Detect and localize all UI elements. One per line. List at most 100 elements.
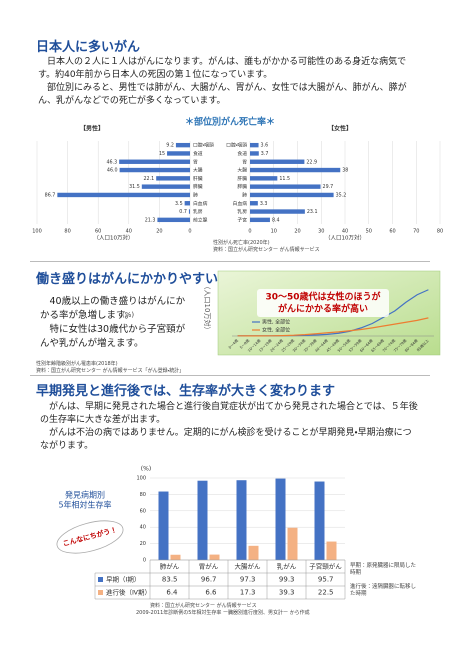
bar <box>188 209 190 214</box>
category-label: 肺 <box>193 192 198 198</box>
category-label: 子宮 <box>237 216 247 223</box>
value-label: 9.2 <box>166 143 174 149</box>
category-label: 肺がん <box>160 562 180 571</box>
bar <box>119 159 190 164</box>
annotation: がんにかかる率が高い <box>278 303 368 315</box>
note: 性別がん死亡率(2020年) <box>213 240 270 246</box>
side-label: 5年相対生存率 <box>58 500 111 510</box>
paragraph: がんは、早期に発見された場合と進行後自覚症状が出てから発見された場合とでは、５年… <box>40 402 418 425</box>
x-tick-label: 80 <box>64 229 70 235</box>
separator <box>30 375 430 376</box>
category-label: 前立腺 <box>193 216 208 223</box>
bar <box>314 481 325 560</box>
value-label: 46.3 <box>106 159 117 165</box>
stray-label: (%) <box>122 311 135 319</box>
value-label: 22.1 <box>143 176 154 182</box>
table-value: 17.3 <box>240 589 256 597</box>
table-value: 96.7 <box>201 576 217 584</box>
category-label: 胃 <box>242 159 247 165</box>
y-tick-label: 60 <box>140 508 146 514</box>
category-label: 口腔・咽頭 <box>226 142 247 149</box>
bar <box>158 491 169 560</box>
bar <box>236 480 247 560</box>
paragraph: 40歳以上の働き盛りはがんにかかる率が急増します。 <box>40 296 186 321</box>
x-axis-label: （人口10万対） <box>325 234 365 242</box>
x-tick-label: 30 <box>318 229 324 235</box>
value-label: 38 <box>342 168 348 174</box>
y-tick-label: 80 <box>140 492 146 498</box>
value-label: 46.0 <box>107 168 118 174</box>
section-title: 日本人に多いがん <box>36 40 141 55</box>
bar <box>157 217 190 223</box>
x-tick-label: 20 <box>156 229 162 235</box>
category-label: 胃がん <box>199 562 219 571</box>
bar <box>250 217 270 223</box>
category-label: 胃 <box>193 159 198 165</box>
value-label: 3.7 <box>261 151 269 157</box>
note: 資料：国立がん研究センター がん情報サービス「がん登録・統計」 <box>36 368 185 374</box>
y-axis-label: (%) <box>141 466 151 473</box>
chart-label: 【女性】 <box>328 125 352 133</box>
category-label: 白血病 <box>193 200 208 207</box>
bar <box>287 527 298 560</box>
bar <box>250 142 259 148</box>
bar <box>170 554 181 560</box>
bar <box>184 201 190 206</box>
bar <box>248 545 259 560</box>
x-tick-label: 10 <box>271 229 277 235</box>
annotation-box <box>257 289 389 317</box>
value-label: 15 <box>159 151 165 157</box>
value-label: 29.7 <box>323 184 334 190</box>
y-tick-label: 100 <box>136 476 146 482</box>
section-title: 早期発見と進行後では、生存率が大きく変わります <box>36 384 336 399</box>
note: 資料：国立がん研究センター がん情報サービス <box>150 603 257 609</box>
legend-swatch <box>98 590 103 595</box>
category-label: 肺 <box>242 192 247 198</box>
bar <box>250 176 278 181</box>
x-tick-label: 20 <box>294 229 300 235</box>
note: 2009-2011年診断例の5年相対生存率 ー臓器別進行度別、男女計ー から作成 <box>136 610 310 616</box>
bar <box>197 480 208 560</box>
chart-title: ＊部位別がん死亡率＊ <box>185 116 275 128</box>
x-axis-label: （人口10万対） <box>94 234 134 242</box>
category-label: 食道 <box>193 150 203 157</box>
x-tick-label: 50 <box>366 229 372 235</box>
bar <box>250 201 258 206</box>
value-label: 22.9 <box>306 159 317 165</box>
value-label: 3.5 <box>175 201 183 207</box>
table-value: 39.3 <box>279 589 295 597</box>
category-label: 白血病 <box>233 200 248 207</box>
annotation: 30～50歳代は女性のほうが <box>265 291 381 303</box>
category-label: 乳がん <box>277 562 297 571</box>
bar <box>250 184 321 189</box>
y-tick-label: 40 <box>140 525 146 531</box>
category-label: 口腔・咽頭 <box>193 142 214 149</box>
x-tick-label: 60 <box>95 229 101 235</box>
category-label: 子宮頸がん <box>309 562 342 571</box>
bar <box>250 167 341 173</box>
definition: 早期：原発臓器に限局した時期 <box>350 563 417 576</box>
value-label: 8.4 <box>272 217 280 223</box>
bar <box>250 192 334 198</box>
category-label: 肝臓 <box>237 175 247 182</box>
paragraph: 特に女性は30歳代から子宮頸がんや乳がんが増えます。 <box>40 324 186 349</box>
value-label: 21.3 <box>145 217 156 223</box>
bar <box>156 176 190 181</box>
x-tick-label: 60 <box>389 229 395 235</box>
value-label: 3.6 <box>261 143 269 149</box>
section-title: 働き盛りはがんにかかりやすい <box>36 272 219 287</box>
bar <box>175 142 190 148</box>
bar <box>141 184 190 189</box>
legend-swatch <box>98 577 103 582</box>
table-value: 6.4 <box>166 589 178 597</box>
value-label: 35.2 <box>336 192 347 198</box>
y-tick-label: 20 <box>140 541 146 547</box>
legend-label: 進行後（Ⅳ期） <box>106 588 151 597</box>
table-value: 95.7 <box>318 576 334 584</box>
value-label: 23.1 <box>307 209 318 215</box>
category-label: 大腸がん <box>235 562 262 571</box>
legend-label: 女性, 全部位 <box>262 327 290 334</box>
bar <box>326 541 337 560</box>
table-value: 6.6 <box>205 589 217 597</box>
